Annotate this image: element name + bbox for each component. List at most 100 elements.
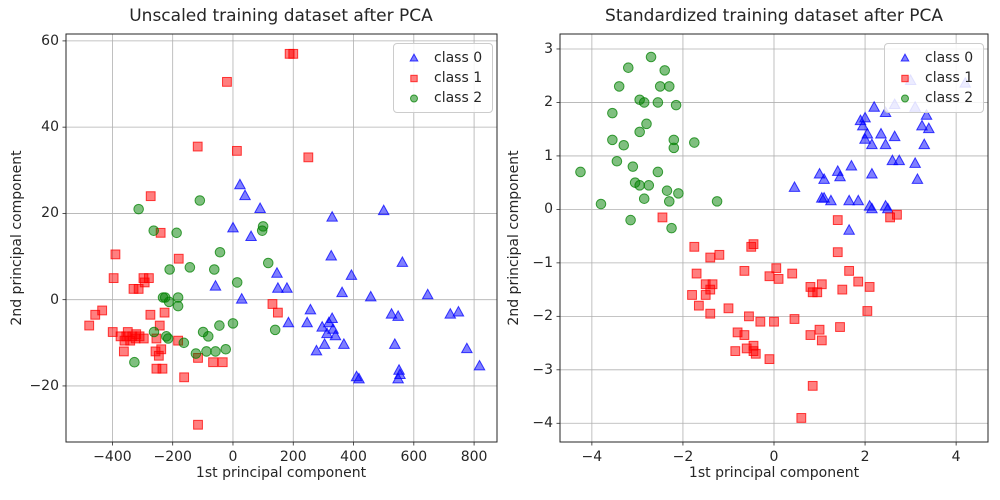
y-tick-label: 2: [544, 94, 553, 111]
data-point: [227, 318, 239, 329]
data-point: [705, 308, 716, 319]
data-point: [788, 180, 801, 192]
data-point: [336, 286, 349, 298]
data-point: [301, 316, 314, 328]
data-point: [668, 142, 680, 154]
data-point: [148, 326, 160, 338]
data-point: [813, 167, 826, 179]
data-point: [901, 74, 909, 83]
data-point: [771, 263, 782, 274]
data-point: [623, 62, 634, 73]
data-point: [172, 300, 184, 312]
tick-marks: [62, 40, 475, 446]
data-point: [773, 274, 784, 284]
data-point: [744, 311, 754, 322]
data-point: [807, 380, 818, 391]
data-point: [892, 209, 902, 220]
data-point: [843, 194, 856, 206]
series-class-2: [129, 195, 281, 368]
data-point: [396, 255, 409, 267]
data-point: [410, 74, 418, 83]
data-point: [607, 134, 618, 146]
x-tick-label: −200: [153, 449, 192, 465]
data-point: [796, 413, 807, 423]
circle-marker-icon: [394, 91, 434, 105]
data-point: [769, 316, 779, 327]
y-tick-label: 1: [544, 147, 553, 164]
data-point: [787, 268, 798, 279]
data-point: [131, 329, 142, 340]
data-point: [409, 53, 419, 62]
data-point: [254, 202, 267, 214]
series-class-1: [657, 209, 902, 423]
points: [84, 48, 486, 430]
x-tick-label: 2: [860, 449, 870, 465]
data-point: [835, 322, 845, 332]
x-tick-label: 800: [460, 449, 488, 465]
data-point: [666, 222, 677, 234]
y-tick-label: 0: [50, 291, 59, 308]
legend-label: class 0: [434, 50, 483, 66]
data-point: [233, 178, 246, 190]
data-point: [858, 132, 872, 144]
data-point: [119, 335, 130, 346]
data-point: [282, 316, 295, 328]
data-point: [208, 357, 218, 368]
data-point: [345, 268, 358, 280]
legend-label: class 2: [925, 90, 974, 106]
data-point: [110, 249, 121, 260]
circle-marker-icon: [885, 91, 925, 105]
data-point: [460, 342, 473, 354]
data-point: [843, 223, 856, 235]
series-class-0: [788, 73, 972, 235]
y-tick-label: −4: [532, 415, 553, 432]
data-point: [705, 252, 716, 263]
x-tick-label: 0: [228, 449, 238, 465]
square-marker-icon: [394, 71, 434, 85]
legend-entry: class 0: [394, 48, 482, 68]
data-point: [805, 330, 816, 340]
data-point: [900, 53, 910, 62]
data-point: [209, 279, 222, 291]
data-point: [865, 202, 878, 214]
data-point: [824, 194, 837, 206]
data-point: [670, 99, 682, 111]
data-point: [673, 188, 684, 199]
data-point: [452, 305, 465, 317]
triangle-marker-icon: [394, 51, 434, 65]
points: [575, 51, 972, 423]
data-point: [209, 264, 220, 275]
data-point: [816, 279, 827, 290]
data-point: [879, 138, 892, 150]
data-point: [625, 214, 636, 226]
x-tick-label: 4: [951, 449, 961, 465]
data-point: [638, 97, 650, 108]
data-point: [310, 344, 323, 356]
data-point: [303, 152, 314, 163]
data-point: [84, 320, 95, 331]
x-tick-label: −400: [93, 449, 132, 465]
data-point: [856, 119, 869, 131]
data-point: [133, 283, 144, 294]
x-tick-label: −2: [672, 449, 694, 465]
data-point: [818, 172, 831, 184]
data-point: [220, 343, 232, 355]
data-point: [832, 247, 843, 258]
data-point: [645, 51, 657, 63]
data-point: [202, 331, 214, 342]
data-point: [173, 253, 184, 264]
legend: class 0 class 1 class 2: [884, 43, 985, 113]
legend-entry: class 1: [885, 68, 973, 88]
data-point: [270, 266, 284, 278]
series-class-2: [575, 51, 723, 234]
data-point: [269, 324, 281, 336]
x-tick-label: 0: [769, 449, 779, 465]
data-point: [689, 241, 700, 252]
data-point: [711, 196, 723, 207]
data-point: [789, 314, 800, 324]
data-point: [157, 363, 168, 374]
series-class-0: [209, 178, 486, 384]
legend-entry: class 0: [885, 48, 973, 68]
data-point: [874, 127, 888, 139]
legend-entry: class 2: [394, 88, 482, 108]
